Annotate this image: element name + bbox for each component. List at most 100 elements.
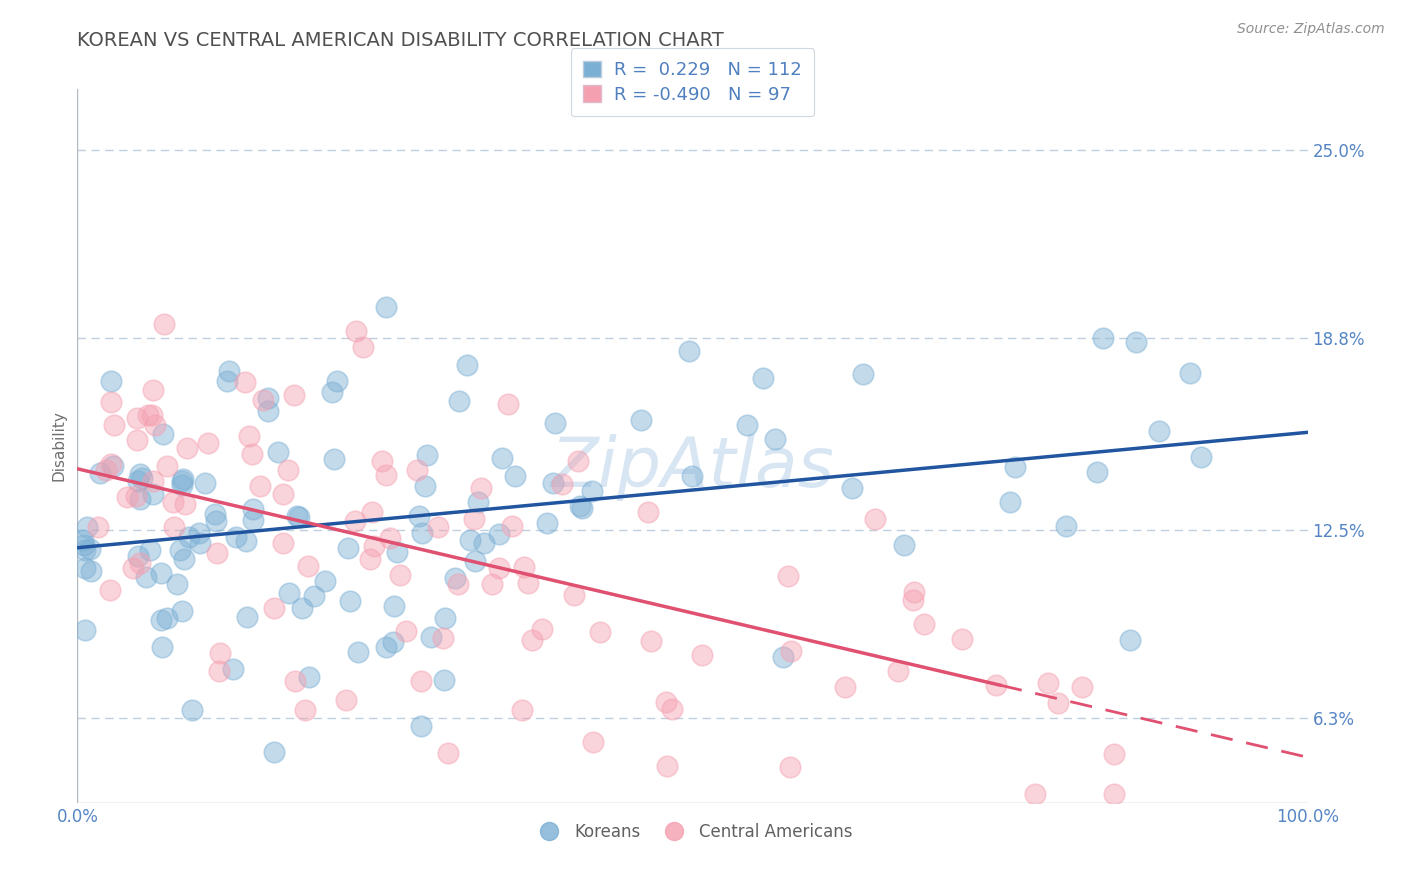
Point [382,635,405,649]
Point [271,486,294,500]
Point [531,622,554,636]
Point [263,601,285,615]
Point [125,489,148,503]
Point [359,552,381,566]
Point [188,526,211,541]
Point [267,444,290,458]
Point [384,599,406,613]
Point [432,631,454,645]
Point [1180,367,1202,381]
Point [298,670,321,684]
Point [363,540,385,554]
Point [513,560,536,574]
Point [488,561,510,575]
Point [128,491,150,506]
Point [101,458,124,473]
Point [536,516,558,530]
Point [551,477,574,491]
Point [343,514,366,528]
Point [115,490,138,504]
Text: ZipAtlas: ZipAtlas [551,434,834,501]
Point [735,418,758,433]
Point [505,469,527,483]
Point [1125,335,1147,350]
Point [127,474,149,488]
Point [681,468,703,483]
Point [94,462,117,476]
Point [156,611,179,625]
Point [360,505,382,519]
Point [204,507,226,521]
Point [1024,787,1046,801]
Point [893,537,915,551]
Point [411,525,433,540]
Point [637,505,659,519]
Point [510,703,533,717]
Point [297,558,319,573]
Point [852,368,875,382]
Point [411,674,433,689]
Point [98,582,121,597]
Point [752,371,775,385]
Point [998,495,1021,509]
Point [395,624,418,638]
Point [406,463,429,477]
Point [1092,330,1115,344]
Point [152,427,174,442]
Point [496,396,519,410]
Point [103,417,125,432]
Point [347,645,370,659]
Point [887,665,910,679]
Point [176,441,198,455]
Point [903,593,925,607]
Point [128,467,150,481]
Point [166,577,188,591]
Point [571,500,593,515]
Point [287,509,309,524]
Legend: Koreans, Central Americans: Koreans, Central Americans [526,817,859,848]
Point [776,569,799,583]
Point [339,594,361,608]
Point [467,494,489,508]
Point [256,391,278,405]
Point [912,616,935,631]
Point [337,541,360,556]
Point [163,520,186,534]
Point [87,519,110,533]
Point [463,512,485,526]
Point [100,374,122,388]
Point [141,408,163,422]
Point [150,566,173,581]
Point [143,417,166,432]
Point [589,624,612,639]
Point [221,662,243,676]
Point [984,677,1007,691]
Point [252,392,274,407]
Point [1085,466,1108,480]
Point [1102,747,1125,761]
Point [139,543,162,558]
Point [127,411,149,425]
Point [73,538,96,552]
Point [678,343,700,358]
Point [129,557,152,571]
Point [277,586,299,600]
Point [779,760,801,774]
Point [294,703,316,717]
Point [142,487,165,501]
Point [841,481,863,495]
Point [352,340,374,354]
Point [433,673,456,687]
Point [263,745,285,759]
Point [640,634,662,648]
Point [436,747,458,761]
Point [903,585,925,599]
Point [326,374,349,388]
Point [472,536,495,550]
Point [447,577,470,591]
Point [374,640,396,655]
Point [491,450,513,465]
Point [582,735,605,749]
Point [780,644,803,658]
Point [75,542,97,557]
